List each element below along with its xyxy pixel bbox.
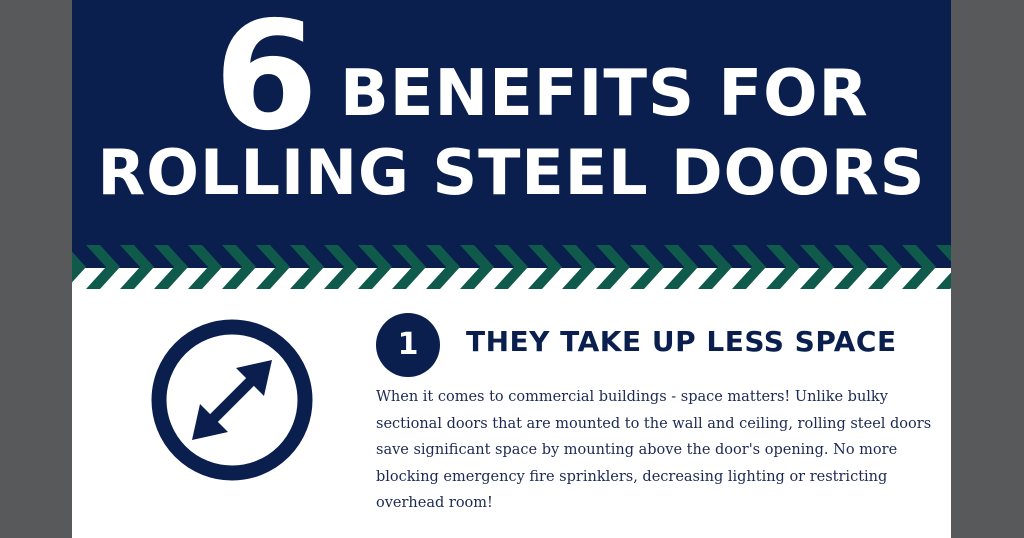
header-banner: 6 BENEFITS FOR ROLLING STEEL DOORS: [72, 0, 951, 268]
infographic-page: 6 BENEFITS FOR ROLLING STEEL DOORS 1 THE…: [72, 0, 951, 538]
chevron: [732, 245, 766, 289]
chevron: [698, 245, 732, 289]
chevron: [494, 245, 528, 289]
chevron: [460, 245, 494, 289]
chevron: [324, 245, 358, 289]
chevron: [392, 245, 426, 289]
benefit-body: When it comes to commercial buildings - …: [376, 389, 932, 511]
chevron: [426, 245, 460, 289]
diagonal-double-arrow-icon: [151, 319, 313, 481]
chevron: [86, 245, 120, 289]
chevron: [834, 245, 868, 289]
chevron: [562, 245, 596, 289]
chevron: [766, 245, 800, 289]
title-line-1: BENEFITS FOR: [340, 57, 869, 131]
chevron: [868, 245, 902, 289]
chevron: [120, 245, 154, 289]
benefit-heading: THEY TAKE UP LESS SPACE: [466, 325, 897, 358]
chevron-divider: [72, 245, 951, 289]
chevron: [664, 245, 698, 289]
chevron: [800, 245, 834, 289]
chevron: [72, 251, 86, 283]
chevron: [256, 245, 290, 289]
chevron: [630, 245, 664, 289]
chevron: [154, 245, 188, 289]
title-line-2: ROLLING STEEL DOORS: [97, 136, 926, 209]
benefit-number-badge: 1: [376, 313, 440, 377]
chevron: [936, 245, 951, 289]
big-number: 6: [214, 0, 318, 164]
chevron: [902, 245, 936, 289]
chevron: [358, 245, 392, 289]
chevron: [596, 245, 630, 289]
chevron: [222, 245, 256, 289]
chevron: [188, 245, 222, 289]
chevron: [290, 245, 324, 289]
chevron: [528, 245, 562, 289]
